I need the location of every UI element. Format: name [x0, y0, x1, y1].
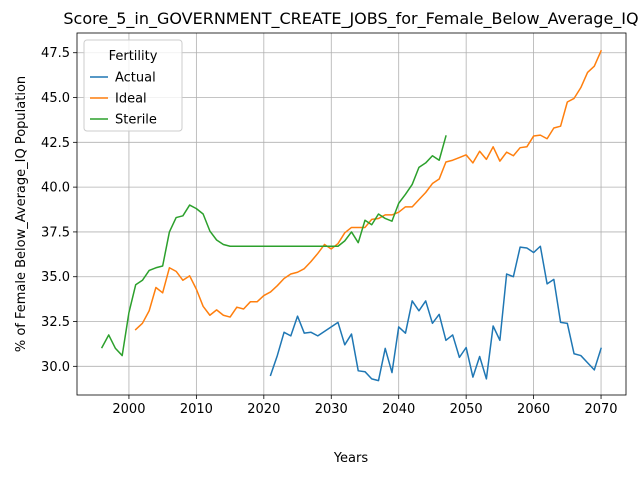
legend-box [83, 39, 183, 132]
x-tick-label: 2020 [247, 402, 280, 417]
y-tick-label: 32.5 [41, 315, 70, 330]
x-tick-label: 2050 [450, 402, 483, 417]
y-axis-ticks: 30.0 32.5 35.0 37.5 40.0 42.5 45.0 47.5 [41, 46, 77, 375]
y-tick-label: 35.0 [41, 270, 70, 285]
legend: Fertility Actual Ideal Sterile [83, 39, 183, 132]
legend-title: Fertility [109, 49, 158, 64]
series-line-sterile [100, 135, 447, 357]
x-axis-ticks: 2000 2010 2020 2030 2040 2050 2060 2070 [112, 395, 618, 417]
y-tick-label: 42.5 [41, 136, 70, 151]
y-axis-label: % of Female Below_Average_IQ Population [14, 76, 29, 352]
x-tick-label: 2010 [180, 402, 213, 417]
x-tick-label: 2070 [584, 402, 617, 417]
series-line-actual [269, 245, 602, 382]
legend-label-ideal: Ideal [115, 92, 147, 107]
x-tick-label: 2030 [315, 402, 348, 417]
legend-label-actual: Actual [115, 71, 156, 86]
x-tick-label: 2060 [517, 402, 550, 417]
y-tick-label: 40.0 [41, 181, 70, 196]
chart-title: Score_5_in_GOVERNMENT_CREATE_JOBS_for_Fe… [63, 9, 638, 29]
series-layer [100, 49, 603, 382]
y-tick-label: 47.5 [41, 46, 70, 61]
x-axis-label: Years [333, 451, 369, 466]
legend-entries: Actual Ideal Sterile [90, 71, 157, 128]
x-tick-label: 2040 [382, 402, 415, 417]
y-tick-label: 45.0 [41, 91, 70, 106]
y-tick-label: 30.0 [41, 360, 70, 375]
y-tick-label: 37.5 [41, 225, 70, 240]
legend-label-sterile: Sterile [115, 113, 157, 128]
x-tick-label: 2000 [112, 402, 145, 417]
plot-frame [76, 32, 627, 396]
